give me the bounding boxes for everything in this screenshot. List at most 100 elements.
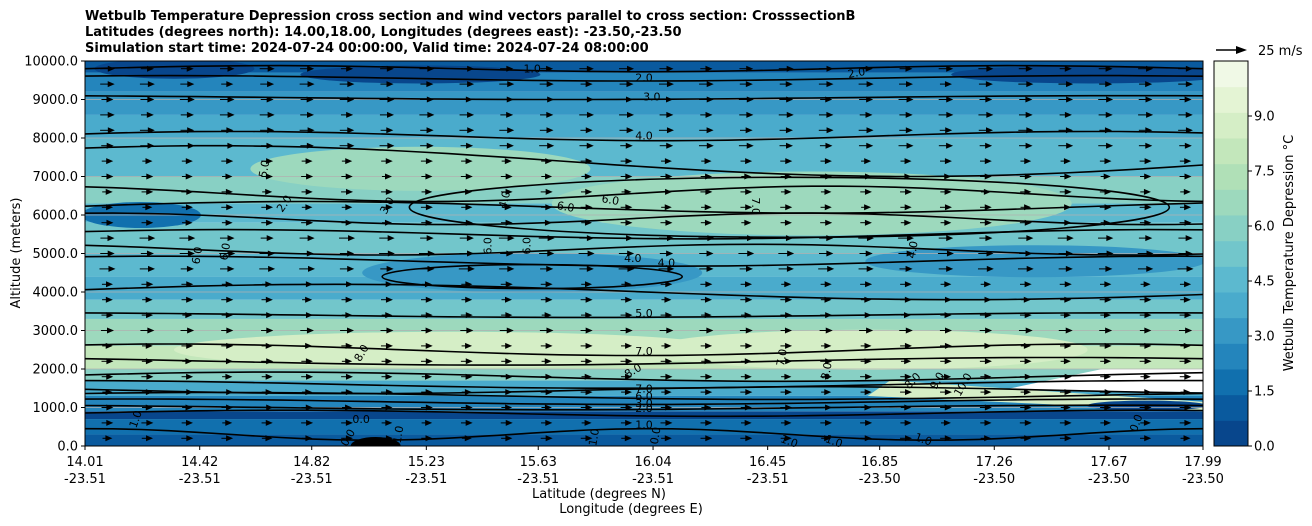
wind-vector-head bbox=[265, 173, 273, 180]
wind-vector-head bbox=[984, 281, 992, 288]
contour-label: 6.0 bbox=[481, 237, 494, 255]
wind-vector-head bbox=[666, 250, 674, 257]
wind-vector-head bbox=[1144, 389, 1152, 396]
wind-vector-head bbox=[345, 173, 353, 180]
wind-vector-head bbox=[187, 81, 195, 88]
wind-vector-head bbox=[1024, 204, 1032, 211]
wind-vector-head bbox=[1025, 111, 1033, 118]
wind-vector-head bbox=[465, 281, 473, 288]
wind-vector-head bbox=[986, 250, 994, 257]
wind-vector-head bbox=[906, 250, 914, 257]
wind-vector-head bbox=[226, 158, 234, 165]
contour-label: 0.0 bbox=[648, 426, 664, 445]
wind-vector-head bbox=[747, 250, 755, 257]
wind-vector-head bbox=[826, 111, 834, 118]
wind-vector-head bbox=[187, 96, 195, 103]
wind-vector-head bbox=[1184, 173, 1192, 180]
x-tick-label-lon: -23.50 bbox=[1088, 472, 1130, 487]
contour-fill-band bbox=[85, 61, 1203, 73]
wind-vector-head bbox=[1103, 173, 1111, 180]
wind-vector-head bbox=[185, 204, 193, 211]
wind-vector-head bbox=[346, 111, 354, 118]
wind-vector-head bbox=[187, 127, 195, 134]
wind-vector-head bbox=[347, 265, 355, 272]
wind-vector-head bbox=[146, 173, 154, 180]
y-tick-label: 9000.0 bbox=[33, 93, 79, 108]
wind-vector-head bbox=[346, 281, 354, 288]
wind-vector-head bbox=[384, 219, 392, 226]
wind-vector-head bbox=[385, 404, 393, 411]
contour-line bbox=[85, 185, 1203, 203]
wind-vector-head bbox=[186, 111, 194, 118]
wind-vector-head bbox=[944, 373, 952, 380]
wind-vector-head bbox=[545, 419, 553, 426]
wind-vector-head bbox=[187, 250, 195, 257]
colorbar-frame bbox=[1213, 60, 1249, 447]
wind-vector-head bbox=[745, 127, 753, 134]
y-tick-label: 10000.0 bbox=[24, 55, 78, 70]
wind-vector-head bbox=[824, 158, 832, 165]
wind-vector-head bbox=[706, 142, 714, 149]
wind-vector-head bbox=[825, 96, 833, 103]
wind-vector-head bbox=[1144, 312, 1152, 319]
wind-vector-head bbox=[105, 389, 113, 396]
x-tick-label-lat: 14.42 bbox=[181, 455, 218, 470]
wind-vector-head bbox=[147, 65, 155, 72]
wind-vector-head bbox=[225, 358, 233, 365]
wind-vector-head bbox=[226, 127, 234, 134]
wind-vector-head bbox=[984, 219, 992, 226]
contour-label: 3.0 bbox=[635, 397, 653, 410]
wind-vector-head bbox=[744, 373, 752, 380]
wind-vector-head bbox=[625, 419, 633, 426]
y-tick-label: 5000.0 bbox=[33, 247, 79, 262]
chart-title-line-3: Simulation start time: 2024-07-24 00:00:… bbox=[85, 41, 649, 56]
wind-vector-head bbox=[465, 404, 473, 411]
wind-vector-head bbox=[904, 358, 912, 365]
wind-vector-head bbox=[986, 65, 994, 72]
wind-vector-head bbox=[906, 81, 914, 88]
wind-vector-head bbox=[785, 158, 793, 165]
wind-vector-head bbox=[866, 265, 874, 272]
x-tick-label-lat: 16.85 bbox=[861, 455, 898, 470]
wind-vector-head bbox=[585, 342, 593, 349]
contour-line bbox=[85, 398, 1203, 406]
colorbar-segment bbox=[1214, 61, 1248, 88]
wind-vector-head bbox=[944, 281, 952, 288]
wind-vector-head bbox=[1105, 65, 1113, 72]
wind-vector-head bbox=[625, 173, 633, 180]
wind-vector-head bbox=[385, 435, 393, 442]
wind-vector-head bbox=[904, 342, 912, 349]
wind-vector-head bbox=[226, 389, 234, 396]
wind-vector-head bbox=[786, 96, 794, 103]
wind-vector-head bbox=[425, 419, 433, 426]
wind-vector-head bbox=[427, 65, 435, 72]
wind-vector-head bbox=[826, 235, 834, 242]
wind-vector-head bbox=[827, 265, 835, 272]
wind-vectors bbox=[99, 65, 1194, 442]
contour-label: 1.0 bbox=[523, 63, 541, 76]
wind-vector-head bbox=[624, 188, 632, 195]
wind-vector-head bbox=[944, 296, 952, 303]
wind-vector-head bbox=[584, 219, 592, 226]
wind-vector-head bbox=[1024, 389, 1032, 396]
wind-vector-head bbox=[148, 265, 156, 272]
wind-vector-head bbox=[467, 127, 475, 134]
wind-vector-head bbox=[265, 435, 273, 442]
wind-vector-head bbox=[864, 389, 872, 396]
wind-vector-head bbox=[1064, 342, 1072, 349]
wind-vector-head bbox=[307, 265, 315, 272]
wind-vector-head bbox=[1145, 127, 1153, 134]
wind-vector-head bbox=[1106, 142, 1114, 149]
wind-vector-head bbox=[186, 281, 194, 288]
wind-vector-head bbox=[1025, 96, 1033, 103]
colorbar-segment bbox=[1214, 215, 1248, 242]
wind-vector-head bbox=[1144, 404, 1152, 411]
wind-vector-head bbox=[746, 235, 754, 242]
wind-vector-head bbox=[625, 327, 633, 334]
wind-vector-head bbox=[385, 281, 393, 288]
contour-label: 7.0 bbox=[635, 345, 653, 358]
wind-vector-head bbox=[625, 158, 633, 165]
wind-vector-head bbox=[266, 358, 274, 365]
wind-vector-head bbox=[306, 327, 314, 334]
wind-vector-head bbox=[385, 342, 393, 349]
